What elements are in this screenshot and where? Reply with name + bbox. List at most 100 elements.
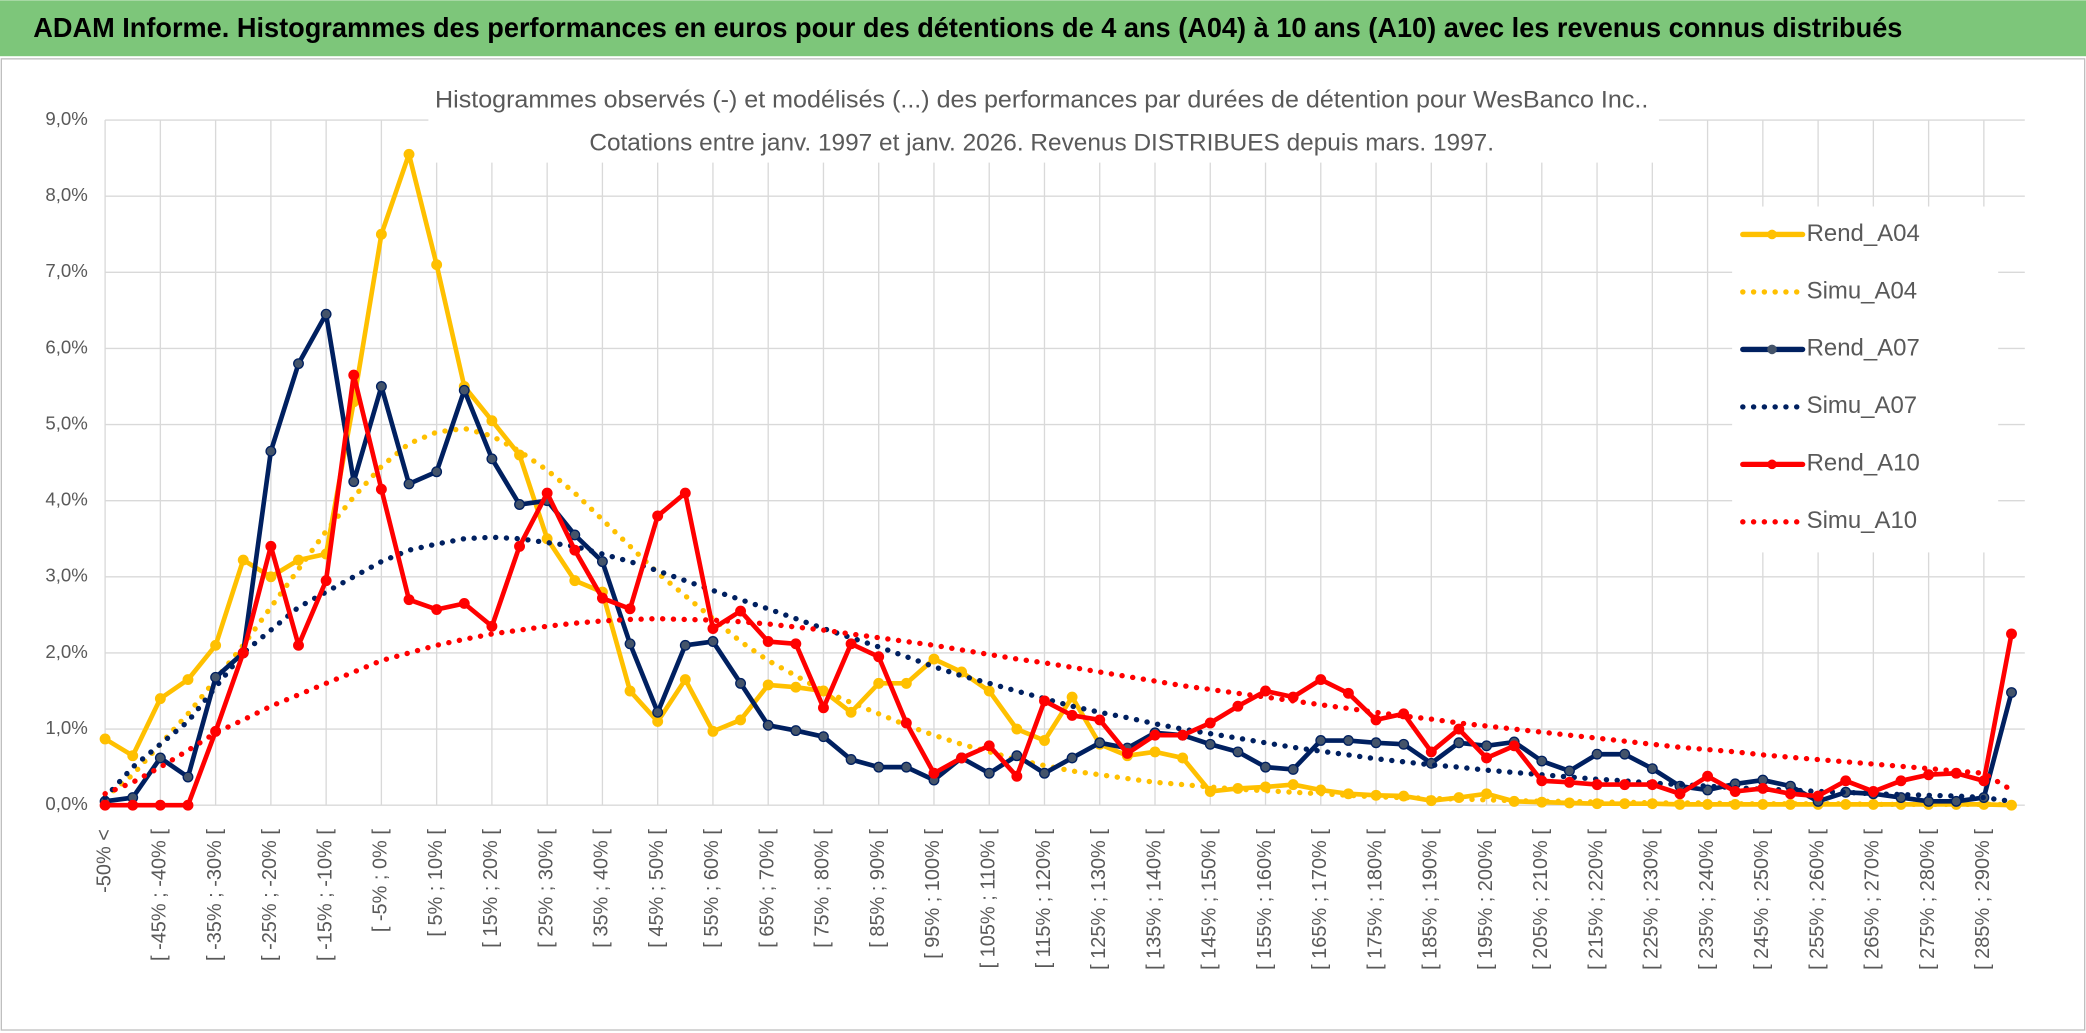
point-marker [624,685,636,697]
point-marker [293,639,304,651]
chart-frame [0,58,2086,1031]
x-tick-label: [ 255% ; 260% [ [1806,829,1828,970]
series-line [102,311,2014,804]
point-marker [375,228,387,240]
point-marker [596,556,608,568]
point-marker [1950,795,1962,807]
point-marker [265,571,277,583]
point-marker [679,674,691,686]
point-marker [956,752,968,764]
x-tick-label: [ -25% ; -20% [ [259,829,281,961]
point-marker [403,594,415,606]
point-marker [1702,770,1714,782]
point-marker [873,651,885,663]
legend-label: Simu_A04 [1807,277,1917,304]
point-marker [375,483,387,495]
point-marker [762,679,774,691]
point-marker [2006,628,2017,640]
legend-label: Rend_A04 [1807,220,1920,247]
point-marker [293,358,304,370]
point-marker [1481,752,1493,764]
point-marker [1591,779,1603,791]
point-marker [1619,779,1631,791]
point-marker [735,714,747,726]
x-tick-label: [ 145% ; 150% [ [1199,829,1221,970]
point-marker [237,647,249,659]
point-marker [458,597,470,609]
x-tick-label: [ 105% ; 110% [ [977,829,999,969]
x-tick-label: [ 25% ; 30% [ [535,829,557,948]
point-marker [99,733,111,745]
x-tick-label: [ 165% ; 170% [ [1309,829,1331,970]
point-marker [182,674,194,686]
point-marker [1177,729,1189,741]
chart-subtitle: Histogrammes observés (-) et modélisés (… [435,87,1648,114]
point-marker [486,415,498,427]
point-marker [1923,795,1935,807]
y-tick-label: 3,0% [45,565,87,586]
point-marker [1204,717,1216,729]
point-marker [2006,687,2017,698]
chart-subtitle: Cotations entre janv. 1997 et janv. 2026… [589,129,1494,156]
point-marker [983,685,995,697]
point-marker [265,445,277,457]
x-tick-label: [ 285% ; 290% [ [1972,829,1994,970]
point-marker [845,754,857,765]
point-marker [154,752,166,764]
legend: Rend_A04 Simu_A04 Rend_A07 Simu_A07 Rend_A10… [1732,206,1999,553]
point-marker [1536,755,1548,767]
point-marker [762,719,774,731]
x-tick-label: [ 175% ; 180% [ [1364,829,1386,970]
point-marker [569,544,581,556]
x-tick-label: [ 225% ; 230% [ [1641,829,1663,970]
legend-label: Rend_A10 [1807,450,1920,477]
point-marker [1619,748,1631,760]
point-marker [679,639,691,651]
point-marker [624,603,636,615]
point-marker [1370,714,1382,726]
x-tick-label: [ 85% ; 90% [ [867,829,889,948]
point-marker [1039,767,1050,779]
point-marker [762,636,774,647]
point-marker [790,725,802,737]
point-marker [1646,779,1658,791]
y-tick-label: 7,0% [45,260,87,281]
point-marker [182,799,194,811]
point-marker [1895,775,1907,787]
point-marker [1260,761,1271,773]
point-marker [1287,763,1299,775]
point-marker [817,731,829,743]
point-marker [652,715,664,727]
x-tick-label: [ 45% ; 50% [ [646,829,668,948]
point-marker [458,384,470,396]
point-marker [1481,740,1493,752]
point-marker [348,369,360,381]
point-marker [790,638,802,650]
point-marker [735,677,747,689]
point-marker [1232,700,1244,712]
point-marker [1674,788,1686,800]
x-tick-label: [ 235% ; 240% [ [1696,829,1718,970]
point-marker [486,620,498,632]
point-marker [1840,775,1852,787]
point-marker [1342,687,1354,699]
point-marker [1315,735,1327,746]
point-marker [1425,746,1437,758]
point-marker [1453,737,1465,749]
point-marker [1011,750,1023,762]
x-tick-label: [ 195% ; 200% [ [1475,829,1497,970]
x-tick-label: [ 265% ; 270% [ [1862,829,1884,970]
point-marker [1066,691,1078,703]
x-tick-label: [ -15% ; -10% [ [314,829,336,961]
plot-area: 0,0% 1,0% 2,0% 3,0% 4,0% 5,0% 6,0% 7,0% 8,0% 9,0%… [45,108,2025,970]
y-tick-label: 5,0% [45,412,87,433]
title-bar [0,0,2086,57]
y-tick-label: 2,0% [45,641,87,662]
x-tick-label: [ 95% ; 100% [ [922,829,944,959]
y-tick-label: 1,0% [45,717,87,738]
point-marker [127,799,139,811]
x-tick-label: [ -5% ; 0% [ [370,829,392,933]
legend-label: Simu_A10 [1807,507,1917,534]
point-marker [652,510,664,522]
y-tick-label: 9,0% [45,108,87,129]
